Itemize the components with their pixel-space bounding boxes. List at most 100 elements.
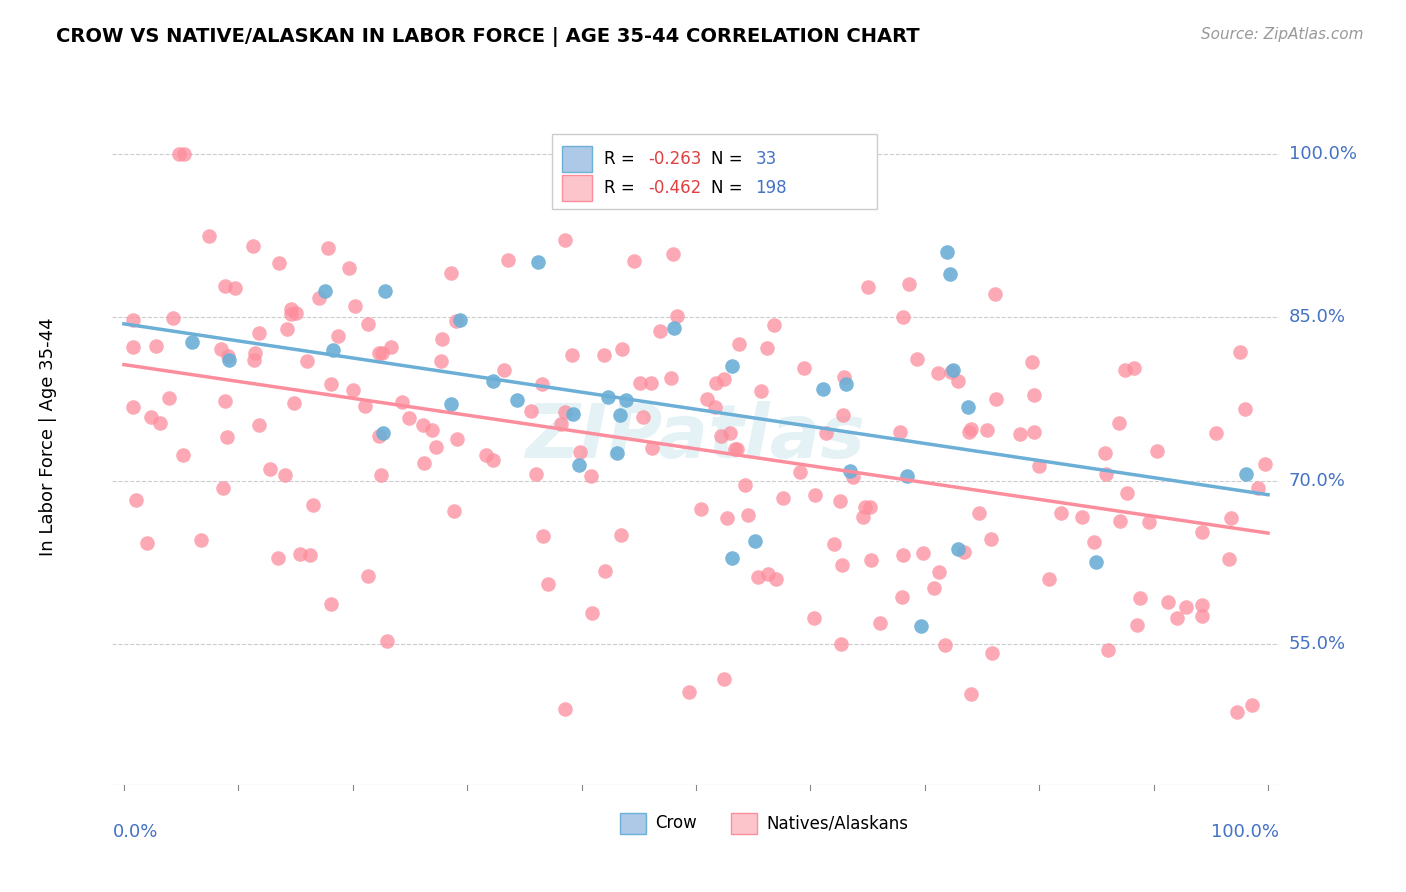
Bar [562, 145, 592, 172]
Point [721, 359, 744, 374]
Point [948, 374, 970, 388]
Point [561, 348, 583, 362]
Text: 85.0%: 85.0% [1289, 309, 1346, 326]
Point [420, 423, 443, 437]
Point [1205, 426, 1227, 441]
Point [803, 611, 825, 625]
Point [482, 374, 505, 388]
Point [125, 492, 148, 507]
Bar [731, 813, 756, 834]
Text: R =: R = [603, 150, 640, 168]
Point [371, 345, 394, 359]
Point [942, 363, 965, 377]
Point [498, 252, 520, 267]
Point [1146, 444, 1168, 458]
Point [1024, 387, 1046, 401]
Point [934, 638, 956, 652]
Point [439, 266, 461, 280]
Point [747, 570, 769, 584]
Text: -0.462: -0.462 [648, 179, 702, 197]
Text: Natives/Alaskans: Natives/Alaskans [766, 814, 908, 832]
Point [430, 354, 453, 368]
Point [835, 376, 858, 391]
Point [869, 615, 891, 630]
Point [217, 349, 239, 363]
Point [1050, 506, 1073, 520]
Point [789, 465, 811, 479]
Text: 198: 198 [755, 179, 787, 197]
Point [224, 281, 246, 295]
Point [831, 558, 853, 572]
Point [609, 408, 631, 422]
Point [891, 590, 914, 604]
Text: 0.0%: 0.0% [112, 823, 157, 841]
Text: 55.0%: 55.0% [1289, 634, 1346, 653]
Point [527, 254, 550, 268]
Point [214, 278, 236, 293]
Point [765, 572, 787, 586]
Point [520, 403, 543, 417]
Point [425, 441, 447, 455]
Point [898, 277, 921, 291]
Point [793, 360, 815, 375]
Point [891, 548, 914, 562]
Point [280, 307, 302, 321]
Point [492, 362, 515, 376]
Point [259, 462, 281, 476]
Point [1246, 481, 1268, 495]
Point [162, 310, 184, 325]
Point [247, 417, 270, 432]
Point [342, 384, 364, 398]
Point [267, 551, 290, 566]
Point [1226, 705, 1249, 719]
Point [247, 326, 270, 340]
Point [811, 382, 834, 396]
Point [957, 400, 980, 414]
Point [505, 393, 527, 408]
Point [896, 469, 918, 483]
Point [370, 467, 392, 482]
Text: CROW VS NATIVE/ALASKAN IN LABOR FORCE | AGE 35-44 CORRELATION CHART: CROW VS NATIVE/ALASKAN IN LABOR FORCE | … [56, 27, 920, 46]
Point [744, 533, 766, 548]
Point [1126, 618, 1149, 632]
Point [1095, 467, 1118, 482]
Point [592, 348, 614, 362]
Text: Source: ZipAtlas.com: Source: ZipAtlas.com [1201, 27, 1364, 42]
Text: 100.0%: 100.0% [1212, 823, 1279, 841]
Point [606, 446, 628, 460]
Point [650, 324, 672, 338]
Point [1071, 509, 1094, 524]
Point [242, 353, 264, 368]
Point [374, 284, 396, 298]
Point [662, 321, 685, 335]
Text: R =: R = [603, 179, 640, 197]
Point [215, 430, 238, 444]
Point [1218, 552, 1240, 566]
Point [1166, 611, 1188, 625]
Point [121, 340, 143, 354]
Bar [553, 134, 877, 209]
Point [725, 442, 748, 456]
Point [713, 372, 735, 386]
Point [823, 536, 845, 550]
Point [446, 433, 468, 447]
Point [1108, 417, 1130, 431]
Point [612, 343, 634, 357]
Point [295, 354, 318, 368]
Point [1097, 643, 1119, 657]
Point [1084, 555, 1107, 569]
Point [149, 417, 172, 431]
Point [299, 549, 322, 563]
Point [853, 500, 876, 515]
Point [190, 533, 212, 548]
Point [721, 551, 744, 566]
Point [852, 510, 875, 524]
Point [628, 376, 651, 390]
Point [928, 565, 950, 579]
Point [1109, 514, 1132, 528]
Point [959, 422, 981, 436]
Point [1220, 511, 1243, 525]
Point [1234, 401, 1257, 416]
Point [922, 581, 945, 595]
Point [412, 417, 434, 432]
